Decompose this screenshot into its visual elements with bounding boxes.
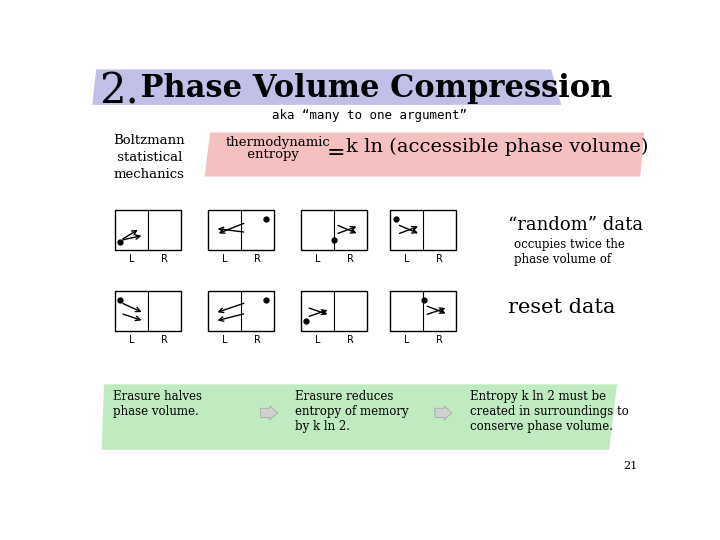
Text: Boltzmann
 statistical
mechanics: Boltzmann statistical mechanics [113, 134, 185, 181]
Bar [390, 291, 456, 331]
Text: L: L [222, 335, 228, 345]
Text: 21: 21 [623, 461, 637, 471]
Text: Erasure halves
phase volume.: Erasure halves phase volume. [113, 390, 202, 418]
Text: occupies twice the
phase volume of: occupies twice the phase volume of [514, 238, 625, 266]
Text: L: L [129, 254, 135, 264]
FancyArrow shape [261, 406, 277, 420]
Text: R: R [347, 335, 354, 345]
Text: L: L [129, 335, 135, 345]
Text: R: R [161, 335, 168, 345]
Bar [208, 291, 274, 331]
Text: “random” data: “random” data [508, 217, 644, 234]
Bar [301, 211, 367, 251]
Bar [115, 211, 181, 251]
Text: R: R [347, 254, 354, 264]
Text: 2.: 2. [99, 71, 139, 113]
Text: =: = [326, 142, 345, 164]
Text: R: R [254, 335, 261, 345]
Bar [208, 211, 274, 251]
Bar [390, 211, 456, 251]
Text: R: R [436, 335, 443, 345]
Text: L: L [315, 335, 320, 345]
Polygon shape [204, 132, 644, 177]
Text: entropy: entropy [225, 148, 299, 161]
Text: thermodynamic: thermodynamic [225, 136, 330, 148]
Polygon shape [102, 384, 617, 450]
Text: Entropy k ln 2 must be
created in surroundings to
conserve phase volume.: Entropy k ln 2 must be created in surrou… [469, 390, 629, 433]
Text: reset data: reset data [508, 298, 616, 317]
FancyArrow shape [435, 406, 452, 420]
Text: R: R [161, 254, 168, 264]
Text: R: R [254, 254, 261, 264]
Text: L: L [222, 254, 228, 264]
Text: aka “many to one argument”: aka “many to one argument” [271, 110, 467, 123]
Text: Erasure reduces
entropy of memory
by k ln 2.: Erasure reduces entropy of memory by k l… [295, 390, 409, 433]
Polygon shape [92, 70, 561, 105]
Text: k ln (accessible phase volume): k ln (accessible phase volume) [346, 138, 648, 156]
Bar [115, 291, 181, 331]
Text: R: R [436, 254, 443, 264]
Text: L: L [404, 335, 410, 345]
Text: Phase Volume Compression: Phase Volume Compression [130, 72, 613, 104]
Text: L: L [404, 254, 410, 264]
Bar [301, 291, 367, 331]
Text: L: L [315, 254, 320, 264]
